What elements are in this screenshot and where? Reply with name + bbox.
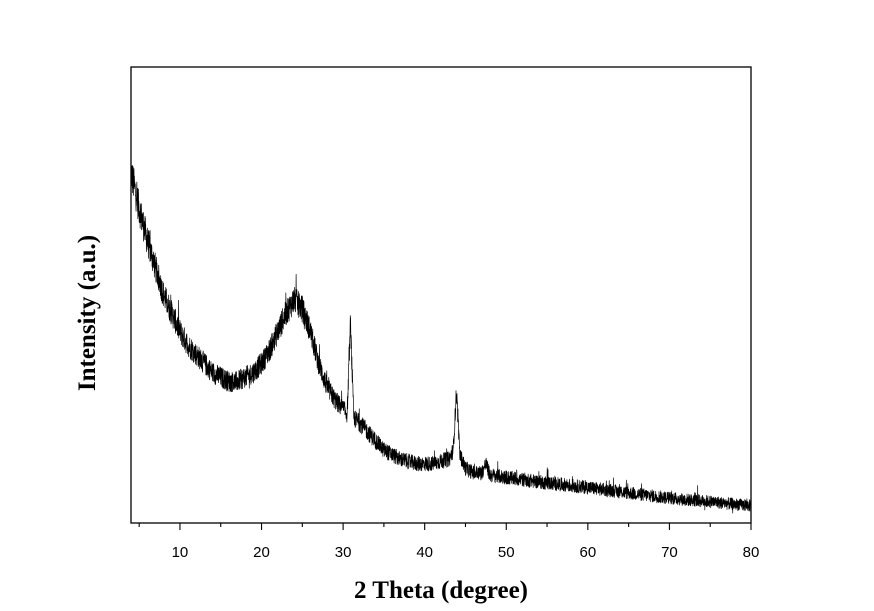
x-tick-label: 40	[416, 544, 433, 561]
series-line	[130, 165, 752, 514]
x-tick-label: 60	[579, 544, 596, 561]
x-axis-tick-labels: 10 20 30 40 50 60 70 80	[172, 544, 760, 561]
plot-frame	[130, 66, 752, 524]
x-tick-label: 10	[172, 544, 189, 561]
x-tick-label: 20	[253, 544, 270, 561]
x-axis-ticks	[138, 523, 752, 530]
x-tick-label: 80	[743, 544, 760, 561]
x-tick-label: 70	[661, 544, 678, 561]
x-tick-label: 50	[498, 544, 515, 561]
x-tick-label: 30	[335, 544, 352, 561]
y-axis-title: Intensity (a.u.)	[74, 235, 101, 391]
x-axis-title: 2 Theta (degree)	[354, 577, 528, 604]
